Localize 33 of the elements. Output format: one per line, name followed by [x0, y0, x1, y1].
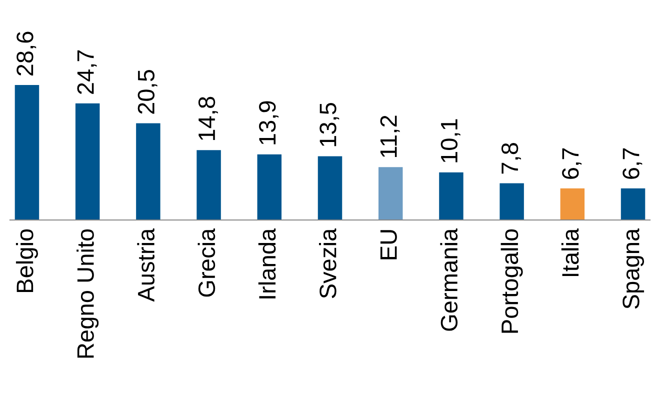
x-tick-label: Grecia	[198, 228, 216, 297]
bar	[439, 172, 464, 220]
data-label: 24,7	[77, 50, 97, 94]
x-tick-label: Svezia	[318, 228, 336, 298]
x-tick-label: Germania	[440, 228, 458, 331]
x-tick-label: Portogallo	[500, 229, 523, 333]
data-label: 10,1	[440, 119, 460, 162]
bar	[14, 85, 40, 220]
x-tick-label: EU	[380, 230, 397, 260]
data-label: 20,5	[138, 70, 158, 114]
bar	[378, 167, 403, 220]
x-tick-label: Belgio	[16, 229, 38, 292]
x-tick-label: Irlanda	[258, 228, 276, 298]
x-tick-label: Austria	[137, 228, 155, 302]
x-tick-label: Spagna	[622, 228, 644, 309]
bar	[75, 103, 100, 220]
data-label: 6,7	[562, 148, 582, 179]
data-label: 7,8	[501, 143, 521, 174]
bar	[318, 156, 342, 220]
data-label: 6,7	[622, 148, 642, 179]
bar	[620, 188, 646, 220]
bar	[196, 150, 221, 220]
data-label: 11,2	[380, 116, 400, 158]
data-label: 14,8	[198, 96, 218, 140]
x-tick-label: Italia	[561, 228, 579, 276]
data-label: 13,5	[320, 102, 340, 146]
data-label: 13,9	[259, 101, 279, 144]
x-tick-label: Regno Unito	[76, 229, 99, 358]
bar	[560, 188, 585, 220]
bar	[500, 183, 524, 220]
bar	[257, 154, 282, 220]
bar	[136, 123, 160, 220]
data-label: 28,6	[16, 32, 36, 76]
